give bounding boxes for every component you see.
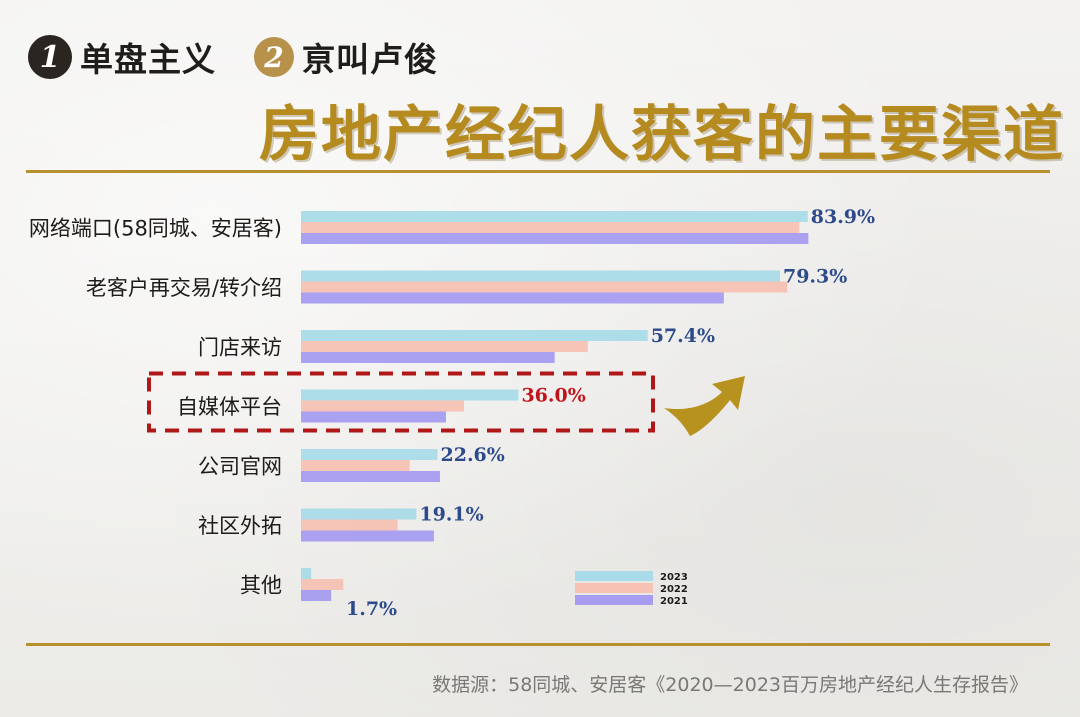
bar-2021 <box>301 411 446 423</box>
category-label: 公司官网 <box>198 455 282 479</box>
bar-2022 <box>301 341 588 352</box>
chart-title: 房地产经纪人获客的主要渠道 <box>259 100 1065 170</box>
bar-2023 <box>301 211 808 222</box>
brand-badge-2: 2 <box>254 37 294 77</box>
bar-2023 <box>301 270 780 282</box>
bar-2022 <box>301 222 800 233</box>
bar-2021 <box>301 530 434 542</box>
brand-name-2: 亰叫卢俊 <box>302 40 438 79</box>
data-label: 79.3% <box>783 266 847 288</box>
source-note: 数据源：58同城、安居客《2020—2023百万房地产经纪人生存报告》 <box>432 674 1028 696</box>
bar-2022 <box>301 579 344 590</box>
category-label: 网络端口(58同城、安居客) <box>29 217 282 241</box>
title-divider <box>26 170 1050 173</box>
category-label: 其他 <box>240 574 282 598</box>
legend-label: 2021 <box>660 596 688 607</box>
trend-arrow-icon <box>664 376 745 436</box>
legend-swatch-2022 <box>575 583 653 593</box>
bar-2022 <box>301 460 410 471</box>
bar-2021 <box>301 471 440 482</box>
data-label: 36.0% <box>521 385 585 407</box>
bar-2023 <box>301 389 519 401</box>
bar-2021 <box>301 292 724 304</box>
highlight-box <box>147 371 655 433</box>
bar-2023 <box>301 508 417 520</box>
brand-badge-1: 1 <box>28 35 72 79</box>
bar-2021 <box>301 590 332 601</box>
bar-2021 <box>301 352 555 363</box>
legend-label: 2022 <box>660 584 688 595</box>
category-label: 社区外拓 <box>198 514 282 538</box>
legend-swatch-2023 <box>575 571 653 581</box>
data-label: 83.9% <box>811 206 875 228</box>
bar-2023 <box>301 449 438 460</box>
data-label: 19.1% <box>419 504 483 526</box>
bar-2021 <box>301 233 809 244</box>
category-label: 门店来访 <box>198 336 282 360</box>
data-label: 57.4% <box>651 325 715 347</box>
legend-swatch-2021 <box>575 595 653 605</box>
bar-2022 <box>301 281 788 293</box>
brand-name-1: 单盘主义 <box>80 40 216 79</box>
bar-2022 <box>301 519 398 531</box>
brand-logos: 1 单盘主义 2 亰叫卢俊 <box>28 32 438 82</box>
category-label: 自媒体平台 <box>177 395 282 419</box>
category-label: 老客户再交易/转介绍 <box>86 276 282 300</box>
data-label: 1.7% <box>346 598 397 620</box>
data-label: 22.6% <box>441 444 505 466</box>
bar-2023 <box>301 568 312 579</box>
footer-divider <box>26 643 1050 646</box>
bar-2023 <box>301 330 648 341</box>
bar-2022 <box>301 400 465 412</box>
legend-label: 2023 <box>660 572 688 583</box>
